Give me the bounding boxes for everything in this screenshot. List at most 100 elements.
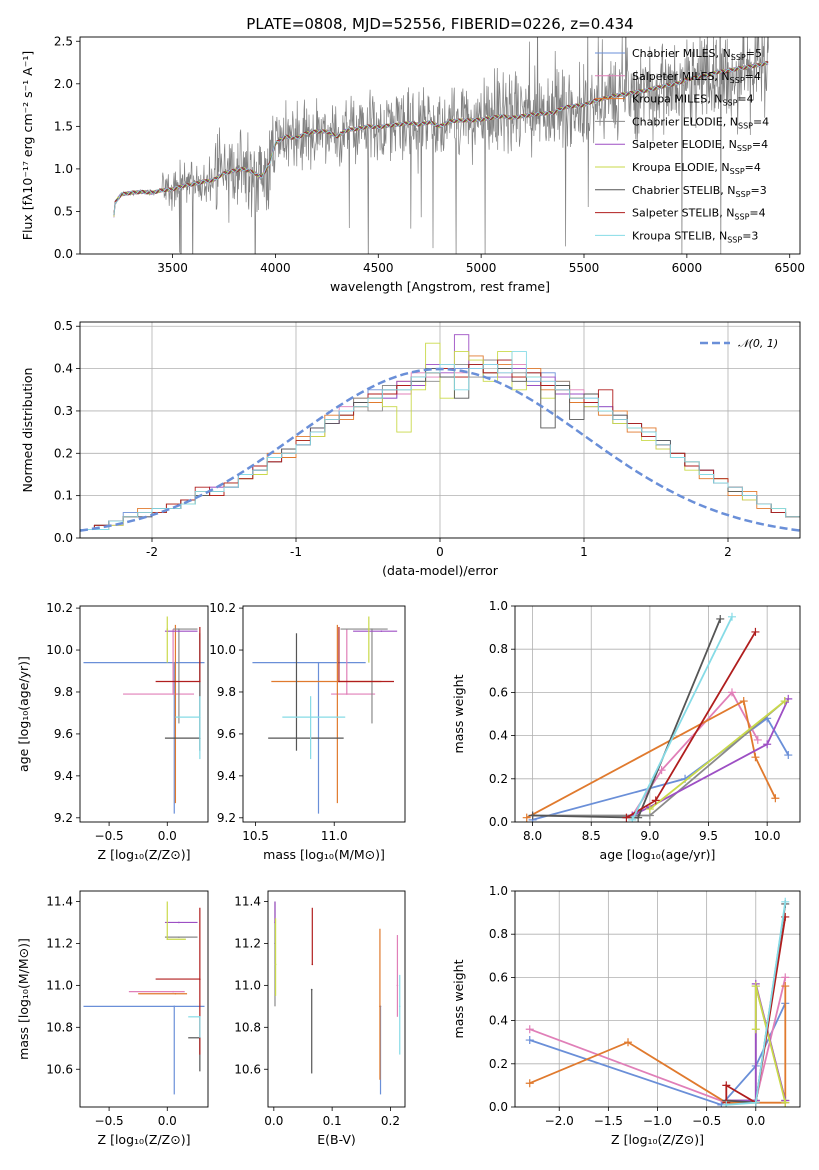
data-point <box>199 680 201 683</box>
panel-spectrum: 3500 4000 4500 5000 5500 6000 6500 0.0 0.5 1.0 1.5… <box>20 34 805 294</box>
plot-area-mass_vs_Z <box>83 901 205 1095</box>
plot-area-spectrum <box>113 37 769 254</box>
data-point <box>178 630 180 632</box>
axes-frame <box>79 890 209 1108</box>
axes-frame <box>514 605 801 823</box>
plus-marker <box>751 1025 760 1034</box>
x-tick-label: 0 <box>436 545 444 559</box>
x-tick-label: 0.0 <box>158 1114 177 1128</box>
y-tick-label: 10.0 <box>46 643 73 657</box>
y-tick-label: 0.4 <box>54 362 73 376</box>
data-point <box>172 693 174 695</box>
plus-marker <box>525 1079 534 1088</box>
x-tick-label: 11.0 <box>321 829 348 843</box>
x-tick-label: 2 <box>724 545 732 559</box>
series-line <box>631 690 759 816</box>
plus-marker <box>739 697 748 706</box>
y-tick-label: 0.0 <box>489 815 508 829</box>
y-tick-label: 11.4 <box>234 894 261 908</box>
y-tick-label: 1.5 <box>54 119 73 133</box>
y-tick-label: 0.6 <box>489 970 508 984</box>
plot-area-age_vs_mass <box>252 616 398 814</box>
plus-marker <box>751 982 760 991</box>
data-point <box>309 716 312 718</box>
axes-frame <box>242 605 406 823</box>
plot-area-mass_vs_ebv <box>274 901 401 1095</box>
y-tick-label: 11.2 <box>46 936 73 950</box>
x-tick-label: -1 <box>290 545 302 559</box>
panel-massweight_vs_Z: −2.0 −1.5 −1.0 −0.5 0.0 0.0 0.2 0.4 0.6 0.8 1.0 Z [… <box>451 884 801 1147</box>
y-tick-label: 0.2 <box>54 446 73 460</box>
x-tick-label: 1 <box>580 545 588 559</box>
y-tick-label: 0.3 <box>54 404 73 418</box>
plus-marker <box>780 697 789 706</box>
legend-entry: Salpeter MILES, NSSP=4 <box>632 70 761 85</box>
model-spectrum <box>113 61 769 215</box>
figure-title: PLATE=0808, MJD=52556, FIBERID=0226, z=0… <box>246 15 633 33</box>
data-point <box>336 680 339 683</box>
plus-marker <box>657 766 666 775</box>
plus-marker <box>525 1036 534 1045</box>
plus-marker <box>784 694 793 703</box>
axes-frame <box>267 890 406 1108</box>
plus-marker <box>763 740 772 749</box>
y-tick-label: 9.4 <box>54 769 73 783</box>
data-point <box>371 628 373 630</box>
x-tick-label: −1.5 <box>594 1114 623 1128</box>
plus-marker <box>727 612 736 621</box>
y-tick-label: 0.6 <box>489 685 508 699</box>
legend-entry: Chabrier STELIB, NSSP=3 <box>632 184 767 199</box>
plus-marker <box>722 1081 731 1090</box>
y-tick-label: 0.4 <box>489 729 508 743</box>
x-tick-label: −1.0 <box>643 1114 672 1128</box>
y-tick-label: 10.0 <box>209 643 236 657</box>
plus-marker <box>771 794 780 803</box>
plus-marker <box>781 897 790 906</box>
x-tick-label: 5500 <box>569 261 600 275</box>
data-point <box>368 628 370 630</box>
data-point <box>173 1005 176 1008</box>
plus-marker <box>645 805 654 814</box>
y-axis-label: mass [log₁₀(M/M⊙)] <box>16 938 31 1060</box>
y-tick-label: 11.2 <box>234 936 261 950</box>
y-tick-label: 9.6 <box>217 727 236 741</box>
plus-marker <box>634 813 643 822</box>
x-tick-label: 4500 <box>363 261 394 275</box>
panel-age_vs_Z: −0.5 0.0 9.2 9.4 9.6 9.8 10.0 10.2 Z [log₁₀(Z/Z⊙… <box>16 601 209 862</box>
x-axis-label: Z [log₁₀(Z/Z⊙)] <box>98 847 191 862</box>
y-axis-label: age [log₁₀(age/yr)] <box>16 656 31 772</box>
histogram-kroupa-stelib <box>80 351 800 530</box>
plot-area-massweight_vs_Z <box>515 891 800 1107</box>
histogram-salpeter-stelib <box>80 359 800 530</box>
plus-marker <box>751 1098 760 1107</box>
data-point <box>274 963 277 966</box>
x-tick-label: 0.1 <box>323 1114 342 1128</box>
plus-marker <box>622 813 631 822</box>
plus-marker <box>753 735 762 744</box>
plus-marker <box>751 627 760 636</box>
data-point <box>199 1016 201 1018</box>
x-tick-label: 9.0 <box>640 829 659 843</box>
plus-marker <box>722 1100 731 1107</box>
panel-age_vs_mass: 10.5 11.0 9.2 9.4 9.6 9.8 10.0 10.2 mass [log₁₀(… <box>209 601 406 862</box>
legend-entry: Salpeter STELIB, NSSP=4 <box>632 207 766 222</box>
y-tick-label: 10.6 <box>46 1062 73 1076</box>
data-point <box>338 680 340 683</box>
y-tick-label: 0.2 <box>489 1057 508 1071</box>
y-tick-label: 0.0 <box>54 531 73 545</box>
y-tick-label: 11.0 <box>46 978 73 992</box>
series-line <box>631 616 733 821</box>
legend-entry: Chabrier MILES, NSSP=5 <box>632 47 762 62</box>
plot-area-massweight_vs_age <box>515 606 800 822</box>
y-tick-label: 9.8 <box>54 685 73 699</box>
plus-marker <box>727 688 736 697</box>
legend-entry: Salpeter ELODIE, NSSP=4 <box>632 138 768 153</box>
x-tick-label: 0.2 <box>381 1114 400 1128</box>
y-tick-label: 0.5 <box>54 204 73 218</box>
data-point <box>295 737 298 739</box>
x-tick-label: −0.5 <box>692 1114 721 1128</box>
x-tick-label: 8.0 <box>523 829 542 843</box>
plot-area-age_vs_Z <box>83 616 205 814</box>
series-line <box>529 1002 787 1106</box>
